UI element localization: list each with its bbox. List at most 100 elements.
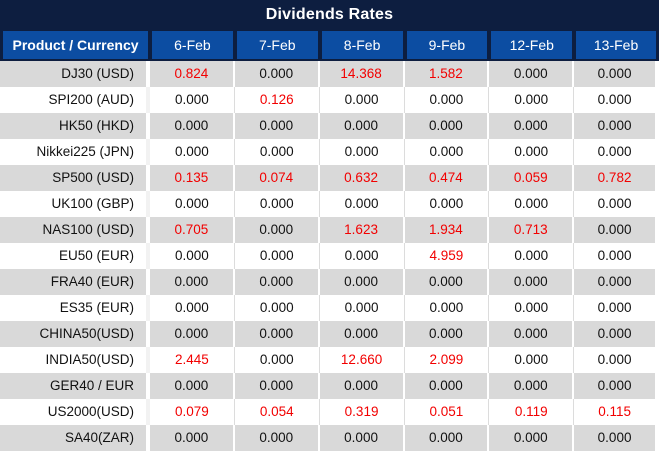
rate-cell: 0.000 bbox=[319, 425, 405, 451]
rate-cell: 0.632 bbox=[319, 165, 405, 191]
rate-cell: 0.000 bbox=[319, 113, 405, 139]
column-header-product-currency: Product / Currency bbox=[0, 30, 150, 61]
rate-cell: 0.000 bbox=[319, 87, 405, 113]
rate-cell: 0.000 bbox=[234, 61, 320, 87]
rate-cell: 0.319 bbox=[319, 399, 405, 425]
column-header-date: 13-Feb bbox=[574, 30, 659, 61]
rate-cell: 0.782 bbox=[574, 165, 659, 191]
rate-cell: 0.135 bbox=[150, 165, 235, 191]
page-title: Dividends Rates bbox=[0, 0, 659, 30]
rate-cell: 2.445 bbox=[150, 347, 235, 373]
product-cell: US2000(USD) bbox=[0, 399, 150, 425]
rate-cell: 1.623 bbox=[319, 217, 405, 243]
rate-cell: 0.000 bbox=[319, 191, 405, 217]
rate-cell: 0.074 bbox=[234, 165, 320, 191]
rate-cell: 0.000 bbox=[489, 139, 575, 165]
dividends-table: Product / Currency 6-Feb 7-Feb 8-Feb 9-F… bbox=[0, 30, 659, 451]
rate-cell: 0.000 bbox=[234, 373, 320, 399]
product-cell: SA40(ZAR) bbox=[0, 425, 150, 451]
rate-cell: 0.000 bbox=[404, 87, 490, 113]
rate-cell: 0.000 bbox=[150, 191, 235, 217]
rate-cell: 0.000 bbox=[150, 321, 235, 347]
rate-cell: 0.000 bbox=[150, 87, 235, 113]
rate-cell: 0.000 bbox=[574, 87, 659, 113]
rate-cell: 0.000 bbox=[319, 269, 405, 295]
rate-cell: 0.000 bbox=[234, 139, 320, 165]
product-cell: SP500 (USD) bbox=[0, 165, 150, 191]
product-cell: INDIA50(USD) bbox=[0, 347, 150, 373]
rate-cell: 0.000 bbox=[234, 321, 320, 347]
product-cell: ES35 (EUR) bbox=[0, 295, 150, 321]
product-cell: HK50 (HKD) bbox=[0, 113, 150, 139]
rate-cell: 0.000 bbox=[319, 321, 405, 347]
rate-cell: 0.000 bbox=[150, 373, 235, 399]
rate-cell: 0.000 bbox=[234, 113, 320, 139]
rate-cell: 0.115 bbox=[574, 399, 659, 425]
rate-cell: 0.000 bbox=[150, 243, 235, 269]
rate-cell: 0.000 bbox=[489, 191, 575, 217]
rate-cell: 4.959 bbox=[404, 243, 490, 269]
rate-cell: 0.000 bbox=[404, 425, 490, 451]
rate-cell: 0.051 bbox=[404, 399, 490, 425]
rate-cell: 0.000 bbox=[234, 425, 320, 451]
rate-cell: 0.000 bbox=[234, 295, 320, 321]
rate-cell: 0.000 bbox=[489, 425, 575, 451]
rate-cell: 0.000 bbox=[574, 217, 659, 243]
rate-cell: 0.000 bbox=[574, 295, 659, 321]
rate-cell: 0.000 bbox=[574, 243, 659, 269]
rate-cell: 12.660 bbox=[319, 347, 405, 373]
rate-cell: 0.000 bbox=[489, 269, 575, 295]
rate-cell: 0.000 bbox=[150, 139, 235, 165]
rate-cell: 0.119 bbox=[489, 399, 575, 425]
rate-cell: 0.000 bbox=[489, 295, 575, 321]
rate-cell: 0.000 bbox=[319, 139, 405, 165]
rate-cell: 0.000 bbox=[150, 113, 235, 139]
rate-cell: 0.474 bbox=[404, 165, 490, 191]
column-header-date: 8-Feb bbox=[319, 30, 405, 61]
rate-cell: 0.000 bbox=[574, 191, 659, 217]
rate-cell: 0.000 bbox=[404, 373, 490, 399]
rate-cell: 0.000 bbox=[574, 425, 659, 451]
column-header-date: 12-Feb bbox=[489, 30, 575, 61]
rate-cell: 0.000 bbox=[574, 347, 659, 373]
product-cell: Nikkei225 (JPN) bbox=[0, 139, 150, 165]
rate-cell: 14.368 bbox=[319, 61, 405, 87]
rate-cell: 0.824 bbox=[150, 61, 235, 87]
product-cell: UK100 (GBP) bbox=[0, 191, 150, 217]
rate-cell: 0.713 bbox=[489, 217, 575, 243]
product-cell: FRA40 (EUR) bbox=[0, 269, 150, 295]
rate-cell: 0.000 bbox=[404, 269, 490, 295]
column-header-date: 9-Feb bbox=[404, 30, 490, 61]
rate-cell: 0.054 bbox=[234, 399, 320, 425]
rate-cell: 0.000 bbox=[489, 87, 575, 113]
rate-cell: 0.059 bbox=[489, 165, 575, 191]
rate-cell: 0.000 bbox=[404, 113, 490, 139]
rate-cell: 0.000 bbox=[319, 243, 405, 269]
rate-cell: 0.000 bbox=[404, 321, 490, 347]
rate-cell: 0.079 bbox=[150, 399, 235, 425]
rate-cell: 0.000 bbox=[404, 139, 490, 165]
rate-cell: 0.000 bbox=[150, 425, 235, 451]
rate-cell: 0.000 bbox=[489, 61, 575, 87]
rate-cell: 0.000 bbox=[234, 217, 320, 243]
rate-cell: 0.000 bbox=[489, 347, 575, 373]
rate-cell: 0.000 bbox=[489, 243, 575, 269]
rate-cell: 0.000 bbox=[404, 295, 490, 321]
column-header-date: 6-Feb bbox=[150, 30, 235, 61]
rate-cell: 0.000 bbox=[489, 373, 575, 399]
rate-cell: 0.000 bbox=[319, 373, 405, 399]
rate-cell: 0.000 bbox=[234, 191, 320, 217]
rate-cell: 0.000 bbox=[404, 191, 490, 217]
rate-cell: 0.000 bbox=[234, 243, 320, 269]
product-cell: DJ30 (USD) bbox=[0, 61, 150, 87]
rate-cell: 1.934 bbox=[404, 217, 490, 243]
rate-cell: 0.000 bbox=[574, 269, 659, 295]
rate-cell: 0.000 bbox=[489, 113, 575, 139]
rate-cell: 0.000 bbox=[574, 61, 659, 87]
rate-cell: 0.000 bbox=[150, 269, 235, 295]
product-cell: CHINA50(USD) bbox=[0, 321, 150, 347]
product-cell: GER40 / EUR bbox=[0, 373, 150, 399]
rate-cell: 0.705 bbox=[150, 217, 235, 243]
rate-cell: 0.126 bbox=[234, 87, 320, 113]
